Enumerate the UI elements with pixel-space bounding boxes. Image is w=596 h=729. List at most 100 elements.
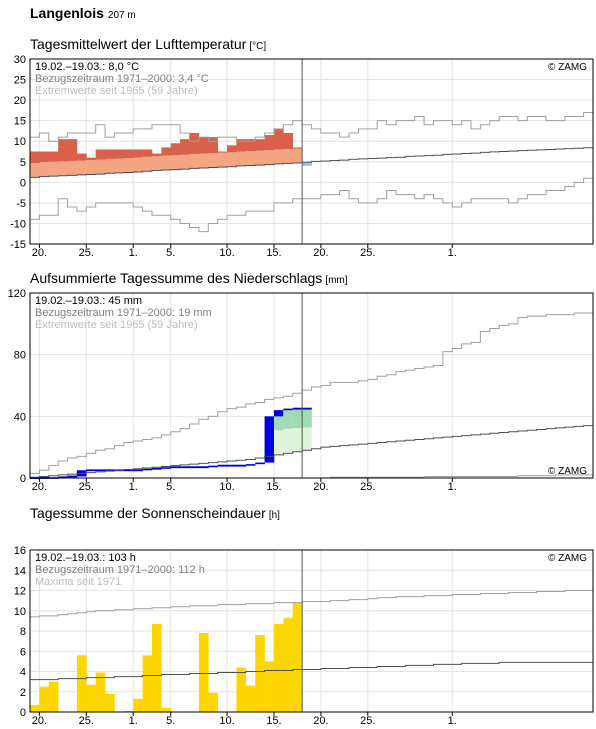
info-extremes-note: Extremwerte seit 1965 (59 Jahre) (35, 319, 198, 331)
station-altitude: 207 m (107, 10, 136, 21)
temp-day-bar-base (133, 157, 143, 173)
precip-day-bar (273, 410, 284, 417)
sunshine-day-bar (283, 617, 294, 712)
temperature-title-text: Tagesmittelwert der Lufttemperatur (30, 36, 247, 52)
sunshine-day-bar (76, 655, 87, 712)
precip-surplus-area-dark (273, 410, 284, 431)
sunshine-day-bar (245, 685, 256, 712)
temp-day-bar-above (198, 137, 209, 154)
precip-day-bar (133, 469, 143, 472)
temp-day-bar-base (67, 160, 78, 176)
y-tick-label: 8 (20, 626, 26, 638)
precip-day-bar (151, 467, 162, 470)
sunshine-day-bar (198, 633, 209, 712)
x-tick-label: 25. (360, 715, 375, 727)
temp-day-bar-above (161, 147, 172, 156)
temp-day-bar-base (236, 151, 247, 166)
sunshine-chart-title: Tagessumme der Sonnenscheindauer [h] (30, 505, 280, 521)
temp-day-bar-base (292, 148, 303, 164)
x-tick-label: 20. (313, 247, 328, 259)
sunshine-day-bar (292, 602, 303, 712)
temp-day-bar-above (86, 157, 96, 161)
temp-day-bar-above (105, 149, 115, 159)
precip-day-bar (67, 475, 78, 478)
sunshine-day-bar (236, 667, 247, 712)
y-tick-label: -15 (10, 239, 26, 251)
precip-day-bar (245, 464, 256, 466)
temp-day-bar-base (39, 162, 50, 177)
precip-day-bar (264, 416, 275, 463)
temp-day-bar-base (245, 151, 256, 166)
temp-day-bar-base (227, 152, 237, 167)
x-tick-label: 25. (360, 481, 375, 493)
info-reference-value: Bezugszeitraum 1971–2000: 19 mm (35, 307, 212, 319)
precip-day-bar (217, 464, 228, 467)
temp-day-bar-above (133, 149, 143, 158)
temp-day-bar-above (67, 139, 78, 161)
temp-day-bar-base (151, 156, 162, 171)
y-tick-label: 0 (20, 473, 26, 485)
precipitation-chart-title: Aufsummierte Tagessumme des Niederschlag… (30, 270, 348, 286)
temp-day-bar-base (161, 155, 172, 170)
y-tick-label: 2 (20, 687, 26, 699)
sunshine-day-bar (39, 686, 50, 712)
x-tick-label: 1. (129, 247, 138, 259)
zamg-credit: © ZAMG (548, 62, 587, 73)
y-tick-label: 16 (14, 545, 26, 557)
x-tick-label: 20. (313, 481, 328, 493)
precip-day-bar (227, 464, 237, 467)
sunshine-day-bar (142, 655, 153, 712)
temp-day-bar-base (217, 152, 228, 168)
temp-day-bar-base (30, 163, 40, 178)
precip-day-bar (302, 407, 312, 410)
y-tick-label: -5 (16, 198, 26, 210)
temp-day-bar-above (95, 149, 106, 160)
x-tick-label: 5. (166, 481, 175, 493)
precip-surplus-area-dark (292, 408, 303, 429)
temp-day-bar-base (198, 153, 209, 168)
temp-day-bar-base (273, 149, 284, 164)
x-tick-label: 1. (129, 481, 138, 493)
station-header: Langenlois 207 m (30, 5, 136, 21)
info-period-value: 19.02.–19.03.: 45 mm (35, 295, 142, 307)
precip-day-bar (283, 408, 294, 411)
y-tick-label: 15 (14, 116, 26, 128)
sunshine-normal-line (30, 661, 593, 681)
precip-day-bar (198, 466, 209, 469)
station-name: Langenlois (30, 5, 104, 21)
y-tick-label: 40 (14, 411, 26, 423)
temp-day-bar-above (245, 139, 256, 152)
sunshine-day-bar (161, 707, 172, 712)
sunshine-day-bar (30, 704, 40, 712)
sunshine-day-bar (86, 684, 96, 712)
info-reference-value: Bezugszeitraum 1971–2000: 3,4 °C (35, 73, 209, 85)
temp-day-bar-base (264, 150, 275, 165)
precip-surplus-area-light (273, 410, 284, 455)
temp-day-bar-base (114, 158, 125, 173)
precip-day-bar (180, 466, 190, 469)
temp-extreme-max-line (30, 111, 593, 142)
x-tick-label: 1. (129, 715, 138, 727)
temp-day-bar-above (30, 151, 40, 164)
precip-day-bar (236, 464, 247, 467)
x-tick-label: 1. (448, 715, 457, 727)
temp-day-bar-above (189, 133, 200, 154)
temp-day-bar-above (58, 139, 68, 162)
x-tick-label: 5. (166, 715, 175, 727)
temp-day-bar-base (189, 153, 200, 169)
precip-day-bar (86, 469, 96, 472)
y-tick-label: 14 (14, 565, 26, 577)
precip-day-bar (161, 467, 172, 469)
temp-extreme-min-line (30, 177, 593, 233)
x-tick-label: 25. (79, 247, 94, 259)
precip-surplus-area-light (302, 408, 312, 451)
temp-day-bar-base (76, 160, 87, 175)
temp-day-bar-base (48, 161, 59, 177)
info-period-value: 19.02.–19.03.: 103 h (35, 552, 136, 564)
sunshine-day-bar (123, 710, 134, 712)
temp-day-bar-above (273, 128, 284, 150)
x-tick-label: 20. (32, 481, 47, 493)
temp-day-bar-above (170, 143, 181, 156)
temp-day-bar-base (123, 158, 134, 173)
